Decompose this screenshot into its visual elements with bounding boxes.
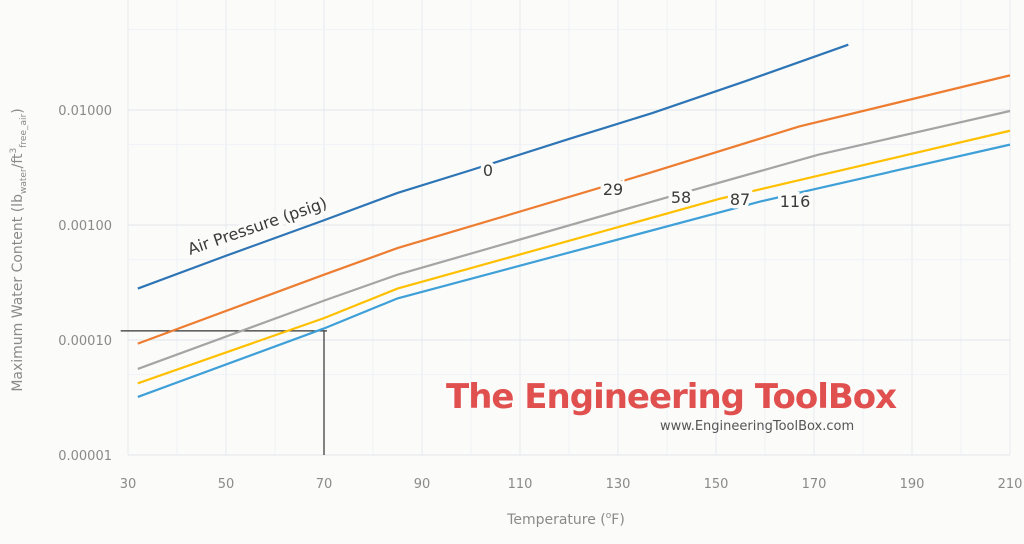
series-line-87-psig [137,129,1011,385]
y-tick-label: 0.00001 [58,449,112,464]
series-line-58-psig [137,109,1011,370]
series-labels: 0 29 58 87 116 [479,158,813,215]
series-label-116: 116 [780,192,811,211]
y-axis-label: Maximum Water Content (lbwater/ft3free_a… [9,108,29,391]
x-tick-label: 150 [704,477,729,492]
series-line-29-psig [137,74,1011,345]
x-tick-label: 130 [606,477,631,492]
series-label-87: 87 [730,190,750,209]
x-tick-label: 110 [508,477,533,492]
grid [127,0,1011,456]
watermark-title: The Engineering ToolBox [446,377,897,417]
x-tick-label: 70 [316,477,333,492]
series-line-116-psig [137,143,1011,398]
y-tick-label: 0.10000 [58,0,112,4]
series-label-29: 29 [603,180,623,199]
y-tick-label: 0.01000 [58,104,112,119]
x-axis-ticks: 30 50 70 90 110 130 150 170 190 210 [120,477,1023,492]
y-tick-label: 0.00010 [58,334,112,349]
series-label-58: 58 [671,188,691,207]
x-axis-label: Temperature (oF) [506,511,625,528]
x-tick-label: 90 [414,477,431,492]
x-tick-label: 190 [900,477,925,492]
series-label-0: 0 [483,161,493,180]
x-tick-label: 50 [218,477,235,492]
series-line-0-psig [137,43,849,290]
reference-lines [120,330,327,455]
y-tick-label: 0.00100 [58,219,112,234]
watermark-url: www.EngineeringToolBox.com [660,419,854,434]
y-axis-ticks: 0.00001 0.00010 0.00100 0.01000 0.10000 [58,0,112,464]
x-tick-label: 210 [998,477,1023,492]
x-tick-label: 170 [802,477,827,492]
series-lines [137,43,1011,398]
x-tick-label: 30 [120,477,137,492]
